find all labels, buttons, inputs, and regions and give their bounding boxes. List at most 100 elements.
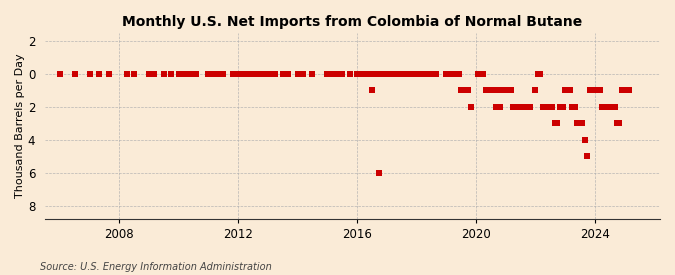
Point (606, 105, 617, 109)
Point (104, 72, 115, 76)
Point (520, 105, 531, 109)
Point (394, 72, 404, 76)
Point (367, 72, 377, 76)
Point (591, 88, 602, 93)
Point (369, 72, 379, 76)
Point (186, 72, 196, 76)
Point (542, 105, 553, 109)
Point (601, 105, 612, 109)
Point (233, 72, 244, 76)
Point (240, 72, 251, 76)
Point (497, 88, 508, 93)
Point (564, 88, 575, 93)
Point (367, 88, 377, 93)
Point (612, 121, 622, 126)
Point (579, 138, 590, 142)
Point (297, 72, 308, 76)
Point (235, 72, 246, 76)
Point (453, 72, 464, 76)
Point (416, 72, 427, 76)
Point (129, 72, 140, 76)
Point (589, 88, 600, 93)
Point (148, 72, 159, 76)
Point (537, 105, 548, 109)
Point (535, 72, 545, 76)
Point (490, 88, 501, 93)
Point (560, 88, 570, 93)
Point (361, 72, 372, 76)
Point (547, 105, 558, 109)
Point (515, 105, 526, 109)
Point (213, 72, 223, 76)
Point (465, 105, 476, 109)
Point (404, 72, 414, 76)
Point (371, 72, 382, 76)
Point (122, 72, 132, 76)
Point (450, 72, 461, 76)
Point (421, 72, 431, 76)
Point (554, 105, 565, 109)
Point (374, 170, 385, 175)
Point (203, 72, 214, 76)
Point (493, 105, 504, 109)
Point (574, 121, 585, 126)
Point (389, 72, 400, 76)
Point (446, 72, 456, 76)
Point (614, 121, 624, 126)
Point (322, 72, 333, 76)
Point (423, 72, 434, 76)
Point (456, 88, 466, 93)
Point (252, 72, 263, 76)
Point (359, 72, 370, 76)
Point (522, 105, 533, 109)
Point (257, 72, 268, 76)
Point (208, 72, 219, 76)
Point (173, 72, 184, 76)
Point (260, 72, 271, 76)
Text: Source: U.S. Energy Information Administration: Source: U.S. Energy Information Administ… (40, 262, 272, 272)
Point (582, 154, 593, 158)
Point (292, 72, 303, 76)
Point (413, 72, 424, 76)
Point (599, 105, 610, 109)
Point (597, 105, 608, 109)
Point (443, 72, 454, 76)
Point (530, 88, 541, 93)
Point (502, 88, 513, 93)
Point (508, 105, 518, 109)
Point (478, 72, 489, 76)
Point (227, 72, 238, 76)
Point (331, 72, 342, 76)
Point (374, 72, 385, 76)
Point (500, 88, 511, 93)
Point (524, 105, 535, 109)
Point (487, 88, 498, 93)
Point (238, 72, 248, 76)
Point (569, 105, 580, 109)
Point (70, 72, 80, 76)
Point (307, 72, 318, 76)
Point (485, 88, 496, 93)
Point (458, 88, 468, 93)
Point (441, 72, 452, 76)
Point (428, 72, 439, 76)
Point (411, 72, 422, 76)
Point (376, 72, 387, 76)
Point (255, 72, 266, 76)
Point (406, 72, 416, 76)
Point (510, 105, 520, 109)
Point (242, 72, 253, 76)
Point (344, 72, 355, 76)
Point (381, 72, 392, 76)
Point (84, 72, 95, 76)
Point (401, 72, 412, 76)
Point (539, 105, 550, 109)
Point (621, 88, 632, 93)
Point (567, 105, 578, 109)
Point (532, 72, 543, 76)
Point (594, 88, 605, 93)
Point (493, 88, 504, 93)
Point (604, 105, 615, 109)
Point (426, 72, 437, 76)
Point (386, 72, 397, 76)
